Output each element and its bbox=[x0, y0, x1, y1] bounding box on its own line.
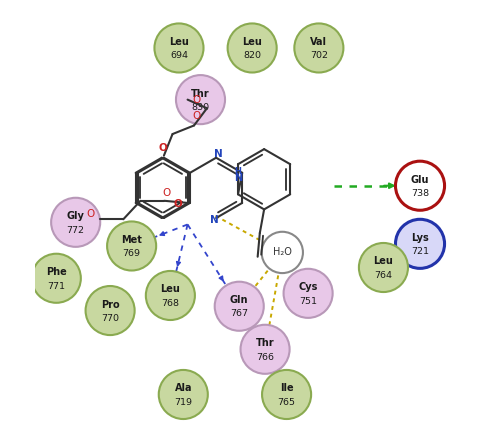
Circle shape bbox=[146, 271, 195, 320]
Circle shape bbox=[262, 370, 311, 419]
Text: 751: 751 bbox=[299, 296, 317, 306]
Text: Thr: Thr bbox=[256, 338, 274, 348]
Circle shape bbox=[176, 75, 225, 124]
Text: 768: 768 bbox=[162, 299, 180, 308]
Text: O: O bbox=[192, 95, 200, 106]
Circle shape bbox=[51, 198, 100, 247]
Text: Leu: Leu bbox=[160, 284, 180, 294]
Text: O: O bbox=[86, 209, 94, 219]
Text: 702: 702 bbox=[310, 51, 328, 60]
Circle shape bbox=[214, 282, 264, 331]
Text: 764: 764 bbox=[374, 271, 392, 280]
Text: N: N bbox=[214, 149, 222, 159]
Circle shape bbox=[240, 325, 290, 374]
Text: Leu: Leu bbox=[374, 256, 394, 266]
Circle shape bbox=[359, 243, 408, 292]
Text: 719: 719 bbox=[174, 398, 192, 407]
Text: Thr: Thr bbox=[191, 89, 210, 99]
Text: 721: 721 bbox=[411, 247, 429, 256]
Text: 765: 765 bbox=[278, 398, 295, 407]
Text: Ile: Ile bbox=[280, 383, 293, 393]
Circle shape bbox=[228, 24, 276, 72]
Text: H: H bbox=[234, 167, 242, 176]
Text: Gln: Gln bbox=[230, 295, 248, 305]
Text: N: N bbox=[234, 173, 242, 183]
Text: Phe: Phe bbox=[46, 267, 66, 277]
Text: Gly: Gly bbox=[66, 211, 84, 221]
Text: Pro: Pro bbox=[101, 300, 119, 310]
Text: 771: 771 bbox=[48, 282, 66, 290]
Text: O: O bbox=[174, 199, 182, 209]
Text: O: O bbox=[158, 143, 168, 153]
Text: 820: 820 bbox=[243, 51, 261, 60]
Text: Lys: Lys bbox=[411, 233, 429, 243]
Circle shape bbox=[86, 286, 134, 335]
Circle shape bbox=[154, 24, 204, 72]
Circle shape bbox=[158, 370, 208, 419]
Text: Leu: Leu bbox=[242, 37, 262, 47]
Text: 830: 830 bbox=[192, 103, 210, 112]
Circle shape bbox=[262, 232, 303, 273]
Text: 769: 769 bbox=[122, 249, 140, 258]
Text: O: O bbox=[192, 111, 200, 121]
Text: N: N bbox=[210, 215, 218, 225]
Circle shape bbox=[294, 24, 344, 72]
Text: H₂O: H₂O bbox=[273, 248, 291, 257]
Text: O: O bbox=[162, 188, 170, 198]
Text: 694: 694 bbox=[170, 51, 188, 60]
Text: Ala: Ala bbox=[174, 383, 192, 393]
Text: Glu: Glu bbox=[411, 175, 430, 185]
Circle shape bbox=[284, 269, 333, 318]
Circle shape bbox=[32, 254, 81, 303]
Text: 767: 767 bbox=[230, 310, 248, 318]
Text: Cys: Cys bbox=[298, 282, 318, 292]
Text: 766: 766 bbox=[256, 353, 274, 361]
Text: 738: 738 bbox=[411, 189, 429, 198]
Text: 770: 770 bbox=[101, 314, 119, 323]
Circle shape bbox=[396, 219, 444, 269]
Text: 772: 772 bbox=[66, 225, 84, 235]
Circle shape bbox=[107, 221, 156, 270]
Text: Met: Met bbox=[121, 235, 142, 245]
Text: Leu: Leu bbox=[169, 37, 189, 47]
Text: Val: Val bbox=[310, 37, 328, 47]
Circle shape bbox=[396, 161, 444, 210]
